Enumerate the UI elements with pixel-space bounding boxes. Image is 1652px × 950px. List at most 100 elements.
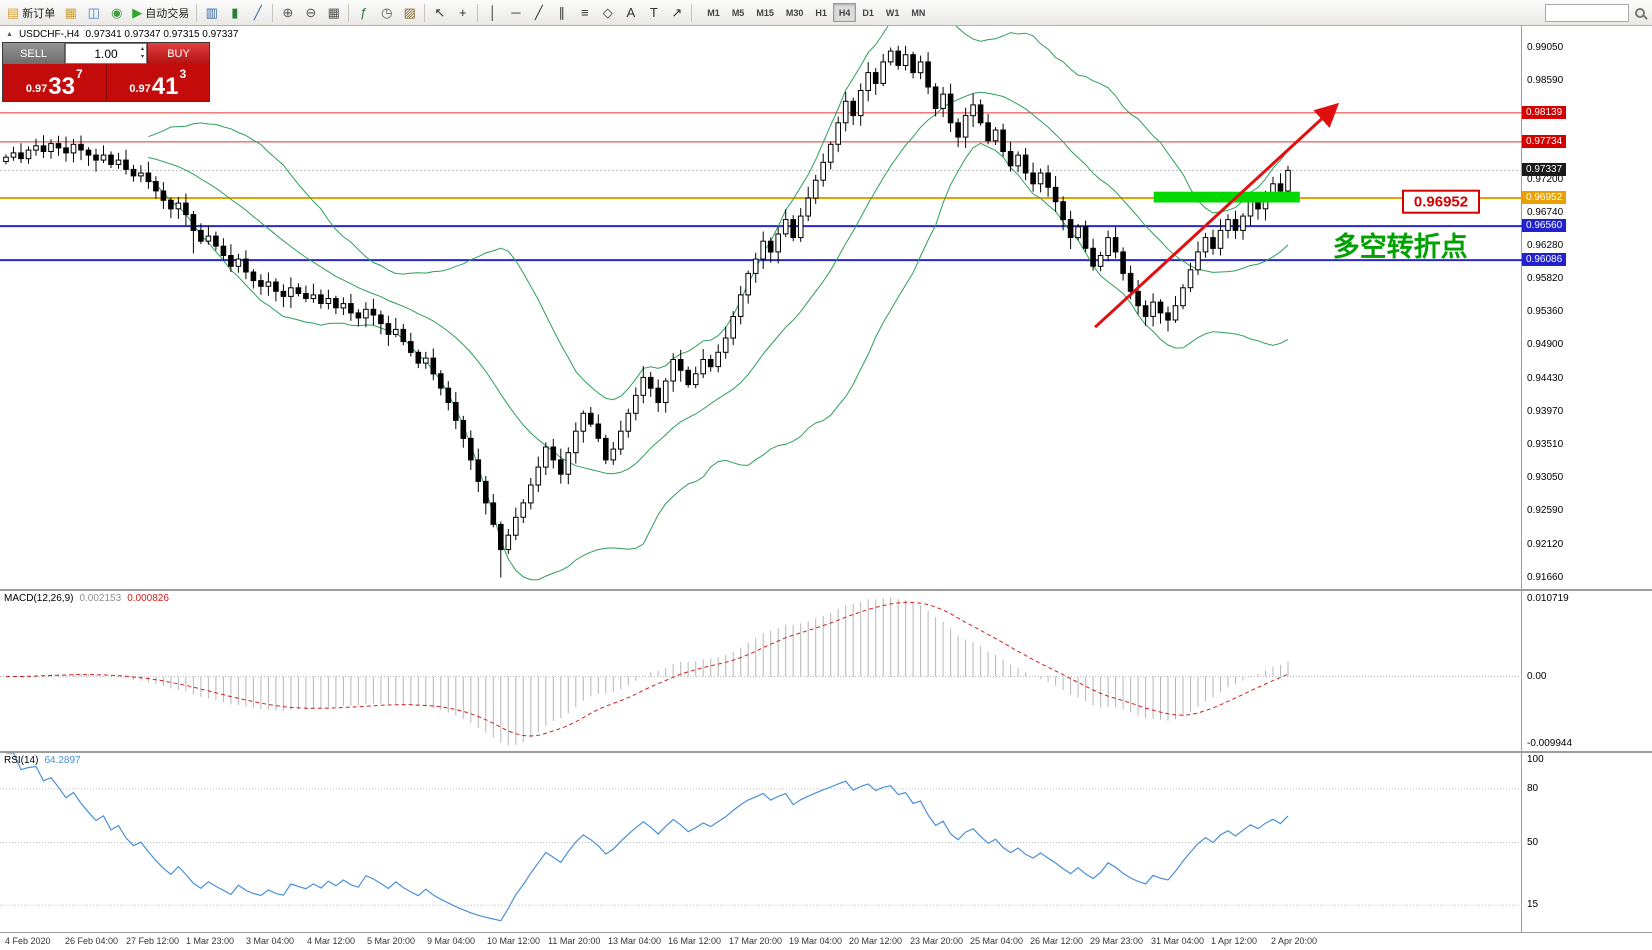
time-label: 4 Mar 12:00 <box>307 936 356 946</box>
label-button[interactable]: T <box>642 2 665 24</box>
candles <box>3 45 1291 578</box>
market-watch-button[interactable]: ◉ <box>105 2 128 24</box>
vertical-line-button[interactable]: │ <box>481 2 504 24</box>
line-chart-button[interactable]: ╱ <box>246 2 269 24</box>
price-tag-0.96952: 0.96952 <box>1522 191 1567 204</box>
cursor-button[interactable]: ↖ <box>428 2 451 24</box>
time-label: 1 Mar 23:00 <box>186 936 235 946</box>
horizontal-line-button[interactable]: ─ <box>504 2 527 24</box>
vertical-line-icon: │ <box>488 5 497 20</box>
price-tick: 0.94430 <box>1527 373 1564 384</box>
label-icon: T <box>649 5 658 20</box>
timeframe-w1[interactable]: W1 <box>885 7 900 18</box>
timeframe-m1[interactable]: M1 <box>707 7 720 18</box>
price-chart-plot[interactable]: 多空转折点 0.96952 ▲ USDCHF-,H4 0.97341 0.9734… <box>0 26 1522 589</box>
candlestick-chart-icon: ▮ <box>231 5 239 20</box>
timeframe-h1[interactable]: H1 <box>815 7 827 18</box>
price-scale[interactable]: 0.990500.985900.976700.972000.967400.962… <box>1522 26 1652 589</box>
volume-input[interactable]: 1.00 ▴ ▾ <box>65 43 147 64</box>
panel-separator-1[interactable] <box>0 589 1652 591</box>
timeframe-mn[interactable]: MN <box>911 7 926 18</box>
periods-button[interactable]: ◷ <box>375 2 398 24</box>
macd-scale[interactable]: 0.010719 0.00 -0.009944 <box>1522 591 1652 751</box>
sell-price-sup: 7 <box>75 67 83 81</box>
time-label: 29 Mar 23:00 <box>1090 936 1144 946</box>
timeframe-m15[interactable]: M15 <box>756 7 774 18</box>
toolbar-separator-5 <box>477 3 479 22</box>
price-tick: 0.98590 <box>1527 75 1564 86</box>
indicators-button[interactable]: ƒ <box>352 2 375 24</box>
time-label: 26 Mar 12:00 <box>1030 936 1084 946</box>
macd-signal-line <box>5 601 1289 737</box>
buy-price-sup: 3 <box>179 67 187 81</box>
buy-price-button[interactable]: 0.97 41 3 <box>105 64 209 101</box>
symbol-ohlc: 0.97341 0.97347 0.97315 0.97337 <box>85 29 239 40</box>
price-tick: 0.95360 <box>1527 306 1564 317</box>
tile-windows-button[interactable]: ▦ <box>322 2 345 24</box>
price-tick: 0.96740 <box>1527 207 1564 218</box>
price-tag-0.97337: 0.97337 <box>1522 163 1567 176</box>
arrows-button[interactable]: ↗ <box>665 2 688 24</box>
svg-text:0.96952: 0.96952 <box>1414 194 1468 211</box>
rsi-plot[interactable]: RSI(14) 64.2897 <box>0 753 1522 932</box>
time-axis[interactable]: 4 Feb 2020 26 Feb 04:00 27 Feb 12:00 1 Mar … <box>0 932 1652 950</box>
sell-price-button[interactable]: 0.97 33 7 <box>3 64 106 101</box>
price-tag-0.97734: 0.97734 <box>1522 135 1567 148</box>
price-tick: 0.93510 <box>1527 439 1564 450</box>
volume-down-icon[interactable]: ▾ <box>140 54 144 61</box>
crosshair-button[interactable]: + <box>451 2 474 24</box>
macd-plot[interactable]: MACD(12,26,9) 0.002153 0.000826 <box>0 591 1522 751</box>
timeframe-d1[interactable]: D1 <box>862 7 874 18</box>
channel-button[interactable]: ∥ <box>550 2 573 24</box>
indicators-icon: ƒ <box>360 5 368 20</box>
timeframe-m5[interactable]: M5 <box>731 7 745 18</box>
buy-button[interactable]: BUY <box>147 43 209 64</box>
support-zone[interactable] <box>1153 191 1300 203</box>
trendline-button[interactable]: ╱ <box>527 2 550 24</box>
fibonacci-button[interactable]: ≡ <box>573 2 596 24</box>
zoom-in-button[interactable]: ⊕ <box>276 2 299 24</box>
bollinger-middle <box>148 91 1289 475</box>
symbol-info: ▲ USDCHF-,H4 0.97341 0.97347 0.97315 0.9… <box>6 29 238 40</box>
annotation-text[interactable]: 多空转折点 <box>1333 231 1468 262</box>
templates-button[interactable]: ▨ <box>398 2 421 24</box>
toolbar-separator-1 <box>196 3 198 22</box>
toolbar: ▤ 新订单 ▦ ◫ ◉ ▶ 自动交易 ▥ ▮ ╱ ⊕ ⊖ ▦ ƒ ◷ ▨ ↖ + │ ─ ╱ ∥ ≡ ◇ A T ↗ M1 M5 M15 M… <box>0 0 1652 26</box>
toolbar-separator-6 <box>691 3 693 22</box>
price-callout[interactable]: 0.96952 <box>1402 189 1480 214</box>
rsi-label: RSI(14) 64.2897 <box>4 755 81 766</box>
profiles-button[interactable]: ◫ <box>82 2 105 24</box>
trend-arrow[interactable] <box>1094 102 1340 329</box>
bar-chart-button[interactable]: ▥ <box>200 2 223 24</box>
symbol-name: USDCHF-,H4 <box>18 29 80 40</box>
auto-trading-button[interactable]: ▶ 自动交易 <box>128 2 193 24</box>
rsi-scale-tick: 100 <box>1527 754 1544 765</box>
rsi-value: 64.2897 <box>44 755 81 766</box>
chart-expander-icon[interactable]: ▲ <box>6 31 13 38</box>
volume-up-icon[interactable]: ▴ <box>140 46 144 52</box>
sell-button[interactable]: SELL <box>3 43 65 64</box>
new-order-button-label: 新订单 <box>22 7 56 20</box>
horizontal-line-icon: ─ <box>511 5 521 20</box>
timeframe-h4[interactable]: H4 <box>832 3 857 22</box>
volume-spinner[interactable]: ▴ ▾ <box>141 45 144 62</box>
rsi-scale[interactable]: 100 80 50 15 <box>1522 753 1652 932</box>
price-tick: 0.92590 <box>1527 505 1564 516</box>
price-tick: 0.92120 <box>1527 539 1564 550</box>
toolbar-separator-4 <box>424 3 426 22</box>
candlestick-chart-button[interactable]: ▮ <box>223 2 246 24</box>
search-input[interactable] <box>1545 3 1629 22</box>
time-label: 26 Feb 04:00 <box>65 936 119 946</box>
panel-separator-2[interactable] <box>0 751 1652 753</box>
shapes-button[interactable]: ◇ <box>596 2 619 24</box>
charts-button[interactable]: ▦ <box>59 2 82 24</box>
rsi-panel: RSI(14) 64.2897 100 80 50 15 <box>0 753 1652 932</box>
charts-icon: ▦ <box>64 5 77 20</box>
new-order-button[interactable]: ▤ 新订单 <box>3 2 59 24</box>
text-button[interactable]: A <box>619 2 642 24</box>
time-label: 2 Apr 20:00 <box>1271 936 1318 946</box>
zoom-out-button[interactable]: ⊖ <box>299 2 322 24</box>
timeframe-m30[interactable]: M30 <box>785 7 804 18</box>
time-label: 23 Mar 20:00 <box>910 936 964 946</box>
